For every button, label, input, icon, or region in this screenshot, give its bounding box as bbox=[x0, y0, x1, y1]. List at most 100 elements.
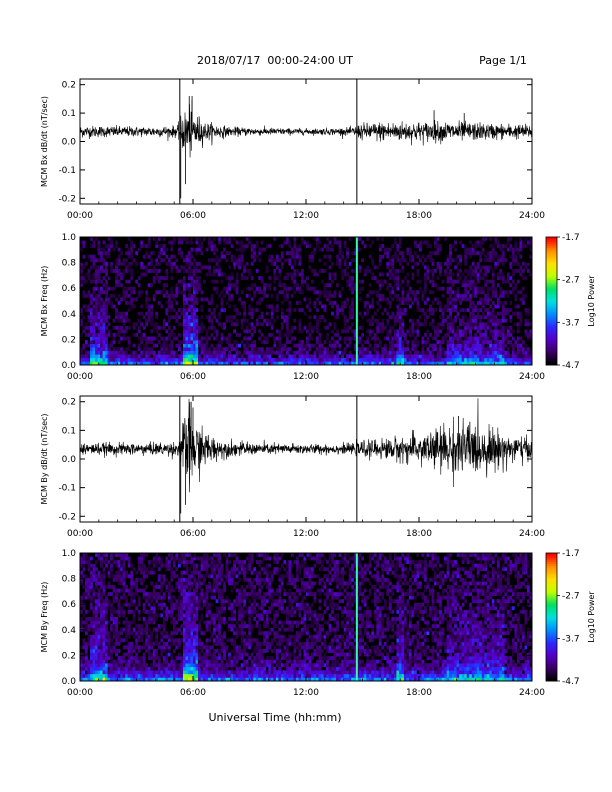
spectrogram-cell bbox=[162, 258, 166, 263]
spectrogram-cell bbox=[170, 659, 174, 664]
spectrogram-cell bbox=[265, 350, 269, 355]
spectrogram-cell bbox=[198, 357, 201, 362]
spectrogram-cell bbox=[135, 322, 139, 327]
spectrogram-cell bbox=[511, 258, 515, 263]
spectrogram-cell bbox=[348, 237, 352, 241]
spectrogram-cell bbox=[182, 592, 186, 596]
spectrogram-cell bbox=[280, 357, 284, 362]
spectrogram-cell bbox=[82, 240, 86, 245]
spectrogram-cell bbox=[494, 329, 498, 334]
spectrogram-cell bbox=[474, 286, 478, 291]
spectrogram-cell bbox=[185, 652, 189, 657]
spectrogram-cell bbox=[396, 333, 400, 337]
spectrogram-cell bbox=[100, 354, 103, 359]
spectrogram-cell bbox=[198, 659, 201, 664]
spectrogram-cell bbox=[476, 357, 480, 362]
spectrogram-cell bbox=[175, 673, 179, 678]
spectrogram-cell bbox=[162, 318, 166, 323]
spectrogram-cell bbox=[92, 311, 96, 316]
spectrogram-cell bbox=[371, 347, 375, 352]
spectrogram-cell bbox=[336, 261, 339, 266]
spectrogram-cell bbox=[524, 329, 528, 334]
spectrogram-cell bbox=[419, 247, 422, 252]
spectrogram-cell bbox=[172, 670, 176, 675]
spectrogram-cell bbox=[265, 283, 269, 288]
spectrogram-cell bbox=[147, 677, 151, 682]
spectrogram-cell bbox=[130, 595, 134, 600]
spectrogram-cell bbox=[454, 343, 457, 348]
spectrogram-cell bbox=[127, 318, 131, 323]
spectrogram-cell bbox=[198, 641, 201, 646]
spectrogram-cell bbox=[220, 357, 224, 362]
spectrogram-cell bbox=[190, 620, 194, 625]
spectrogram-cell bbox=[97, 627, 101, 632]
spectrogram-cell bbox=[524, 347, 528, 352]
spectrogram-cell bbox=[112, 325, 116, 330]
spectrogram-cell bbox=[132, 350, 136, 355]
spectrogram-cell bbox=[474, 315, 478, 320]
spectrogram-cell bbox=[95, 577, 98, 582]
colorbar-step bbox=[546, 307, 557, 310]
spectrogram-cell bbox=[105, 599, 108, 604]
spectrogram-cell bbox=[145, 361, 149, 366]
spectrogram-cell bbox=[230, 283, 234, 288]
spectrogram-cell bbox=[185, 329, 189, 334]
spectrogram-cell bbox=[80, 663, 83, 668]
spectrogram-cell bbox=[127, 293, 131, 298]
spectrogram-cell bbox=[95, 347, 98, 352]
spectrogram-cell bbox=[102, 347, 106, 352]
spectrogram-cell bbox=[280, 261, 284, 266]
spectrogram-cell bbox=[280, 301, 284, 305]
spectrogram-cell bbox=[346, 265, 349, 270]
spectrogram-cell bbox=[479, 265, 483, 270]
spectrogram-cell bbox=[82, 620, 86, 625]
spectrogram-cell bbox=[95, 624, 98, 628]
spectrogram-cell bbox=[366, 293, 370, 298]
spectrogram-cell bbox=[218, 240, 221, 245]
spectrogram-cell bbox=[348, 308, 352, 312]
spectrogram-cell bbox=[474, 283, 478, 288]
spectrogram-cell bbox=[190, 659, 194, 664]
spectrogram-cell bbox=[130, 656, 134, 660]
spectrogram-cell bbox=[401, 325, 405, 330]
spectrogram-cell bbox=[434, 325, 437, 330]
spectrogram-cell bbox=[160, 244, 164, 248]
spectrogram-cell bbox=[456, 361, 460, 366]
spectrogram-cell bbox=[125, 251, 129, 256]
spectrogram-cell bbox=[496, 343, 500, 348]
spectrogram-cell bbox=[439, 301, 442, 305]
spectrogram-cell bbox=[519, 290, 523, 295]
spectrogram-cell bbox=[491, 254, 495, 259]
spectrogram-cell bbox=[411, 318, 415, 323]
spectrogram-cell bbox=[280, 311, 284, 316]
spectrogram-cell bbox=[466, 336, 470, 341]
spectrogram-cell bbox=[235, 340, 239, 344]
spectrogram-cell bbox=[172, 563, 176, 568]
spectrogram-cell bbox=[137, 290, 141, 295]
spectrogram-cell bbox=[127, 343, 131, 348]
spectrogram-cell bbox=[416, 269, 420, 273]
x-tick-label: 06:00 bbox=[180, 529, 206, 539]
spectrogram-cell bbox=[496, 340, 500, 344]
spectrogram-cell bbox=[145, 293, 149, 298]
spectrogram-cell bbox=[175, 677, 179, 682]
spectrogram-cell bbox=[484, 333, 488, 337]
spectrogram-cell bbox=[416, 304, 420, 309]
spectrogram-cell bbox=[137, 577, 141, 582]
spectrogram-cell bbox=[97, 265, 101, 270]
spectrogram-cell bbox=[293, 357, 297, 362]
spectrogram-cell bbox=[105, 666, 108, 671]
spectrogram-cell bbox=[230, 343, 234, 348]
spectrogram-cell bbox=[519, 318, 523, 323]
spectrogram-cell bbox=[137, 276, 141, 280]
spectrogram-cell bbox=[424, 311, 427, 316]
spectrogram-cell bbox=[97, 588, 101, 593]
spectrogram-cell bbox=[328, 354, 332, 359]
spectrogram-cell bbox=[160, 343, 164, 348]
spectrogram-cell bbox=[87, 329, 91, 334]
spectrogram-cell bbox=[107, 656, 111, 660]
spectrogram-cell bbox=[100, 641, 103, 646]
spectrogram-cell bbox=[509, 354, 513, 359]
spectrogram-cell bbox=[110, 666, 113, 671]
spectrogram-cell bbox=[348, 343, 352, 348]
